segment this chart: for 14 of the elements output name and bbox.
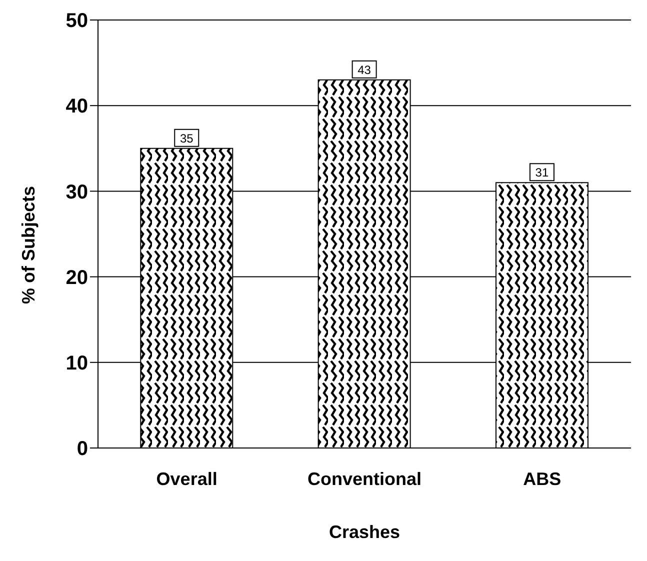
y-axis-title: % of Subjects	[18, 186, 38, 304]
x-tick-label: ABS	[523, 468, 562, 489]
x-tick-label: Overall	[156, 468, 218, 489]
y-tick-label: 20	[66, 266, 88, 289]
y-tick-label: 40	[66, 96, 88, 118]
x-tick-label: Conventional	[307, 468, 422, 489]
y-tick-label: 50	[66, 10, 88, 32]
y-tick-label: 30	[66, 181, 88, 204]
y-tick-label: 10	[66, 352, 88, 374]
data-label: 31	[535, 166, 549, 180]
data-label: 35	[180, 131, 194, 146]
y-tick-label: 0	[76, 438, 88, 460]
data-label: 43	[358, 62, 372, 77]
x-axis-title: Crashes	[328, 522, 400, 542]
